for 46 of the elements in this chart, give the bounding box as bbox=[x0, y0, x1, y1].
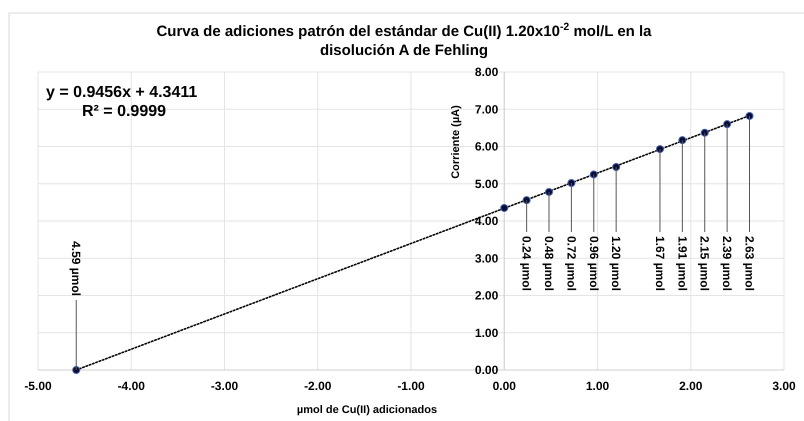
x-tick-label: -5.00 bbox=[24, 379, 52, 393]
annotation: 2.15 µmol bbox=[698, 236, 712, 291]
y-tick-label: 0.00 bbox=[474, 363, 499, 377]
y-axis-title: Corriente (µA) bbox=[450, 104, 462, 179]
x-tick-label: 3.00 bbox=[772, 379, 796, 393]
annotation: 1.20 µmol bbox=[609, 236, 624, 291]
annotation: R² = 0.9999 bbox=[82, 103, 166, 120]
y-tick-label: 3.00 bbox=[474, 251, 499, 266]
point bbox=[72, 366, 80, 374]
point bbox=[723, 120, 732, 128]
x-tick-label: 2.00 bbox=[679, 379, 703, 393]
y-tick-label: 1.00 bbox=[474, 326, 499, 340]
chart-title: Curva de adiciones patrón del estándar de Cu(II) 1.20x10$^{-2}$ mol/L en la disolución A de Fehling bbox=[156, 21, 652, 59]
point bbox=[500, 204, 508, 212]
point bbox=[590, 170, 598, 178]
y-tick-label: 7.00 bbox=[474, 102, 499, 116]
point bbox=[678, 136, 686, 144]
x-tick-label: 1.00 bbox=[586, 379, 610, 393]
point bbox=[567, 179, 576, 188]
annotation: 0.24 µmol bbox=[520, 236, 534, 291]
y-tick-label: 8.00 bbox=[474, 65, 499, 79]
y-tick-label: 6.00 bbox=[474, 140, 499, 154]
point bbox=[700, 128, 709, 137]
annotation: y = 0.9456x + 4.3411 bbox=[46, 84, 198, 101]
x-tick-label: 0.00 bbox=[492, 379, 516, 393]
annotation: 2.39 µmol bbox=[720, 236, 734, 291]
annotation: 1.91 µmol bbox=[675, 236, 690, 291]
x-tick-label: -1.00 bbox=[397, 379, 425, 393]
annotation: 4.59 µmol bbox=[69, 241, 84, 296]
annotation: 0.96 µmol bbox=[586, 236, 601, 291]
point bbox=[545, 188, 554, 196]
y-tick-label: 5.00 bbox=[474, 176, 499, 191]
annotation: 2.63 µmol bbox=[742, 236, 756, 291]
point bbox=[745, 112, 754, 120]
y-tick-label: 2.00 bbox=[474, 288, 499, 302]
annotation: 0.48 µmol bbox=[542, 236, 556, 291]
x-axis-title: µmol de Cu(II) adicionados bbox=[296, 404, 438, 416]
x-tick-label: -2.00 bbox=[304, 379, 332, 393]
y-tick-label: 4.00 bbox=[474, 214, 499, 228]
point bbox=[522, 196, 531, 204]
point bbox=[656, 145, 664, 154]
annotation: 1.67 µmol bbox=[652, 236, 667, 291]
x-tick-label: -4.00 bbox=[118, 379, 146, 393]
x-tick-label: -3.00 bbox=[210, 379, 238, 393]
annotation: 0.72 µmol bbox=[564, 236, 578, 291]
point bbox=[612, 162, 620, 171]
